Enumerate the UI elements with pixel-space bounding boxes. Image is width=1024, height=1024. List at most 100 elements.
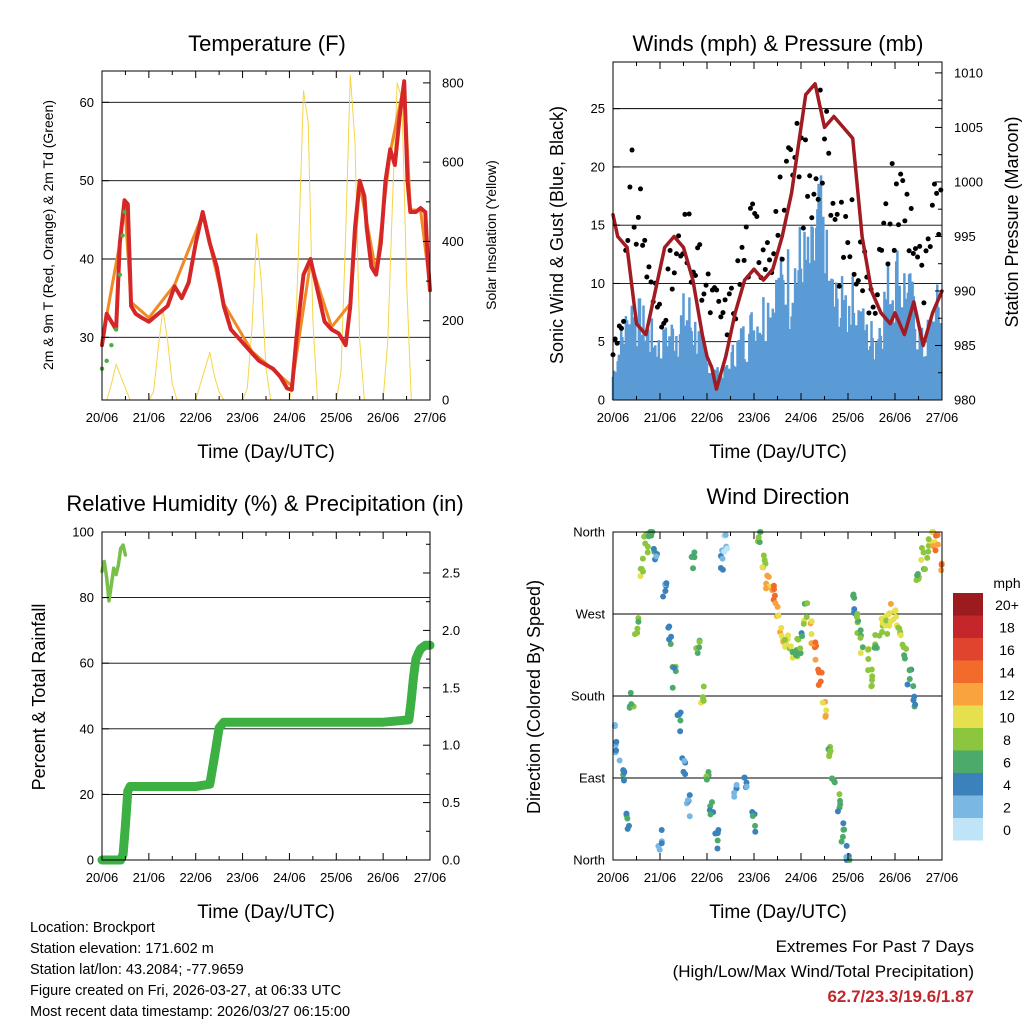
dir-xlabel: Time (Day/UTC) [709, 902, 847, 923]
wind-gust-point [887, 221, 893, 227]
dir-point [925, 548, 932, 555]
dir-point [891, 608, 898, 615]
dir-point [741, 774, 748, 781]
dir-point [910, 683, 917, 690]
wind-ytick-label: 25 [591, 101, 605, 116]
dir-point [677, 709, 684, 716]
dir-xtick-label: 27/06 [926, 870, 959, 885]
dir-legend-swatch [953, 773, 983, 796]
dir-point [884, 630, 891, 637]
wind-gust-point [851, 271, 857, 277]
wind-gust-point [896, 222, 902, 228]
dir-title: Wind Direction [706, 484, 849, 509]
wind-gust-point [908, 205, 914, 211]
wind-gust-point [929, 202, 935, 208]
dir-point [634, 625, 641, 632]
dir-legend-label: 12 [999, 687, 1015, 703]
wind-xtick-label: 24/06 [785, 410, 818, 425]
temp-title: Temperature (F) [188, 31, 346, 56]
wind-gust-point [673, 251, 679, 257]
wind-gust-point [648, 279, 654, 285]
dir-point [853, 613, 860, 620]
dir-point [778, 632, 785, 639]
dir-point [918, 556, 925, 563]
dir-legend-label: 18 [999, 620, 1015, 636]
dir-point [761, 557, 768, 564]
rh-y2tick-label: 0.5 [442, 795, 460, 810]
wind-gust-point [904, 191, 910, 197]
wind-gust-point [826, 150, 832, 156]
station-info: Location: Brockport Station elevation: 1… [30, 918, 350, 1023]
wind-gust-point [813, 176, 819, 182]
wind-gust-point [891, 247, 897, 253]
wind-gust-point [714, 287, 720, 293]
dir-point [660, 593, 667, 600]
dir-point [638, 565, 645, 572]
dir-point [932, 532, 939, 539]
dir-point [719, 555, 726, 562]
wind-gust-point [881, 220, 887, 226]
wind-gust-point [819, 180, 825, 186]
dir-ytick-label: North [573, 525, 605, 540]
wind-gust-point [718, 314, 724, 320]
temp-y2tick-label: 600 [442, 155, 464, 170]
wind-gridlines [613, 108, 942, 343]
wind-gust-point [921, 300, 927, 306]
wind-gust-point [885, 261, 891, 267]
rh-xtick-label: 25/06 [320, 870, 353, 885]
temp-xtick-label: 22/06 [179, 410, 212, 425]
dir-point [816, 669, 823, 676]
wind-y2tick-label: 1010 [954, 65, 983, 80]
dir-xtick-label: 21/06 [644, 870, 677, 885]
dir-point [752, 828, 759, 835]
temp-y2label: Solar Insolation (Yellow) [483, 160, 499, 310]
wind-ytick-label: 20 [591, 159, 605, 174]
dir-xtick-label: 22/06 [691, 870, 724, 885]
wind-gust-point [912, 246, 918, 252]
wind-gust-point [809, 215, 815, 221]
rh-series-total-precipitation [97, 640, 435, 865]
rh-ytick-label: 0 [87, 853, 94, 868]
wind-gust-point [722, 297, 728, 303]
wind-gust-point [843, 214, 849, 220]
rh-ytick-label: 100 [72, 525, 94, 540]
wind-gust-point [781, 207, 787, 213]
wind-sonic-wind-bars [611, 175, 943, 400]
dir-point [666, 636, 673, 643]
wind-gust-point [777, 174, 783, 180]
wind-y2tick-label: 985 [954, 338, 976, 353]
dir-point [817, 678, 824, 685]
dir-legend-swatch [953, 638, 983, 661]
wind-xtick-label: 25/06 [832, 410, 865, 425]
rh-axes: 20/06 21/06 22/06 23/06 24/06 25/06 26/06 27/06… [72, 525, 460, 886]
wind-gust-point [743, 224, 749, 230]
temp-xtick-label: 26/06 [367, 410, 400, 425]
dir-point [804, 600, 811, 607]
temp-xtick-label: 21/06 [133, 410, 166, 425]
wind-gust-point [697, 242, 703, 248]
dir-point [932, 547, 939, 554]
wind-gust-point [817, 87, 823, 93]
dir-point [876, 632, 883, 639]
dir-point [665, 624, 672, 631]
dir-point [843, 842, 850, 849]
dir-legend-title: mph [993, 575, 1020, 591]
dir-point [857, 627, 864, 634]
wind-gust-point [872, 310, 878, 316]
wind-gust-point [915, 254, 921, 260]
wind-gust-point [838, 199, 844, 205]
dir-point [763, 585, 770, 592]
dir-xtick-label: 25/06 [832, 870, 865, 885]
dir-point [707, 811, 714, 818]
rh-xtick-label: 27/06 [414, 870, 447, 885]
dir-point [756, 539, 763, 546]
dir-point [868, 666, 875, 673]
dir-point [785, 632, 792, 639]
dir-point [644, 549, 651, 556]
dir-point [662, 588, 669, 595]
wind-gust-point [938, 187, 944, 193]
dir-point [658, 840, 665, 847]
dir-legend-label: 14 [999, 665, 1015, 681]
dir-point [677, 728, 684, 735]
wind-ytick-label: 5 [598, 334, 605, 349]
